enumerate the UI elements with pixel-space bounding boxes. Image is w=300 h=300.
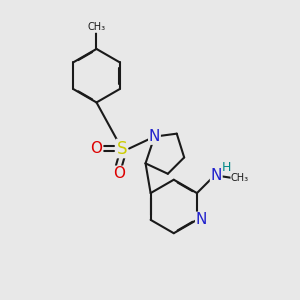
Text: N: N bbox=[211, 168, 222, 183]
Text: S: S bbox=[116, 140, 127, 158]
Text: CH₃: CH₃ bbox=[87, 22, 106, 32]
Text: O: O bbox=[113, 166, 125, 181]
Text: H: H bbox=[221, 161, 231, 174]
Text: N: N bbox=[149, 129, 160, 144]
Text: CH₃: CH₃ bbox=[231, 173, 249, 183]
Text: O: O bbox=[91, 141, 103, 156]
Text: N: N bbox=[196, 212, 207, 227]
